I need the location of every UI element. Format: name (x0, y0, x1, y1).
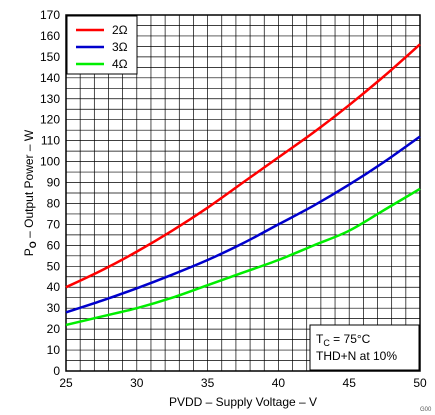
y-tick-label: 0 (53, 364, 60, 378)
series-line-2ohm (65, 43, 421, 289)
y-tick-label: 80 (47, 196, 61, 210)
series-line-3ohm (65, 135, 421, 314)
legend: 2Ω 3Ω 4Ω (66, 15, 138, 75)
x-tick-label: 45 (343, 376, 357, 390)
annotation-box (309, 324, 420, 371)
annotation-thd: THD+N at 10% (316, 349, 397, 363)
y-tick-label: 90 (47, 176, 61, 190)
x-tick-label: 40 (272, 376, 286, 390)
y-tick-label: 70 (47, 217, 61, 231)
y-tick-label: 140 (40, 71, 60, 85)
y-tick-label: 60 (47, 238, 61, 252)
y-tick-label: 150 (40, 50, 60, 64)
annotation-temperature: TC = 75°C (316, 332, 371, 348)
x-axis-label: PVDD – Supply Voltage – V (169, 395, 317, 409)
y-axis-label: PO – Output Power – W (22, 129, 38, 256)
x-tick-label: 50 (413, 376, 427, 390)
y-tick-labels: 0 10 20 30 40 50 60 70 80 90 100 110 120 130 140 150 160… (40, 8, 60, 378)
legend-label-4ohm: 4Ω (112, 57, 128, 71)
plot-frame (65, 14, 421, 372)
x-tick-label: 25 (59, 376, 73, 390)
y-tick-label: 170 (40, 8, 60, 22)
y-tick-label: 20 (47, 322, 61, 336)
y-tick-label: 110 (41, 134, 60, 148)
y-tick-label: 100 (40, 155, 60, 169)
series-layer (65, 43, 421, 327)
y-tick-label: 130 (40, 92, 60, 106)
y-tick-label: 50 (47, 259, 61, 273)
y-tick-label: 160 (40, 29, 60, 43)
x-tick-label: 35 (201, 376, 215, 390)
y-tick-label: 40 (47, 280, 61, 294)
figure-id: G00 (420, 407, 432, 413)
x-tick-label: 30 (130, 376, 144, 390)
x-tick-labels: 25 30 35 40 45 50 (59, 376, 427, 390)
legend-label-3ohm: 3Ω (112, 40, 128, 54)
y-tick-label: 30 (47, 301, 61, 315)
legend-label-2ohm: 2Ω (112, 23, 128, 37)
y-tick-label: 10 (47, 343, 61, 357)
y-tick-label: 120 (40, 113, 60, 127)
conditions-annotation: TC = 75°C THD+N at 10% (309, 324, 420, 371)
series-line-4ohm (65, 187, 421, 327)
